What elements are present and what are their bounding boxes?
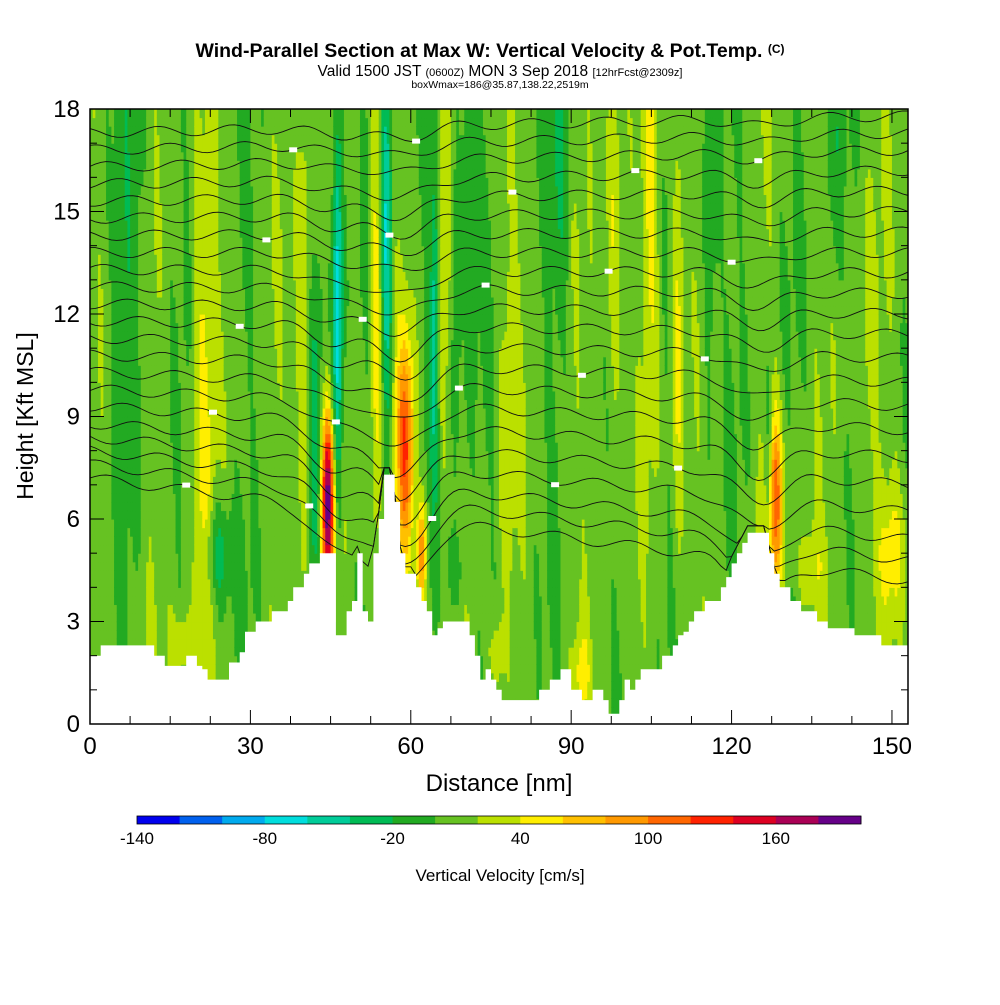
valid-date: MON 3 Sep 2018 <box>468 63 588 80</box>
chart-title: Wind-Parallel Section at Max W: Vertical… <box>195 40 784 62</box>
valid-zulu: (0600Z) <box>426 67 465 79</box>
box-wmax-line: boxWmax=186@35.87,138.22,2519m <box>411 79 589 91</box>
cross-section-figure: Wind-Parallel Section at Max W: Vertical… <box>0 0 1000 1000</box>
valid-prefix: Valid 1500 JST <box>318 63 422 80</box>
chart-title-text: Wind-Parallel Section at Max W: Vertical… <box>195 40 762 62</box>
valid-time-line: Valid 1500 JST (0600Z) MON 3 Sep 2018 [1… <box>318 63 683 80</box>
valid-forecast: [12hrFcst@2309z] <box>592 67 682 79</box>
figure-page: Wind-Parallel Section at Max W: Vertical… <box>0 0 1000 1000</box>
chart-title-mark: (C) <box>768 42 785 56</box>
